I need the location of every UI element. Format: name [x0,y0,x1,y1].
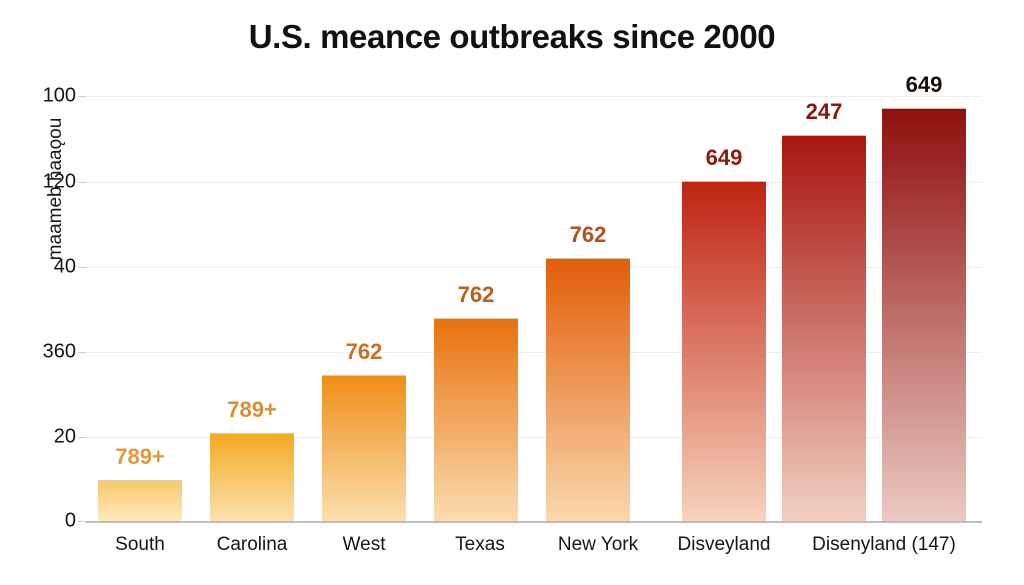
x-tick-label: Texas [455,534,505,555]
y-tick-label: 40 [53,255,76,278]
bar[interactable] [546,258,630,522]
y-tick-mark [78,182,86,183]
y-axis-tick-labels: 100 120 40 360 20 0 [0,0,86,585]
y-tick-mark [78,96,86,97]
y-tick-mark [78,267,86,268]
y-tick-label: 120 [42,170,76,193]
chart-title: U.S. meance outbreaks since 2000 [248,18,776,55]
gridline [86,96,982,97]
y-tick-label: 20 [53,425,76,448]
bar-value-label: 762 [457,282,495,307]
bar-value-label: 789+ [115,444,165,469]
bar[interactable] [322,375,406,522]
y-tick-label: 0 [64,509,76,532]
bar[interactable] [98,480,182,522]
x-tick-label: Disveyland [677,534,771,555]
bar-value-label: 762 [345,339,383,364]
gridline [86,267,982,268]
gridline [86,182,982,183]
gridline [86,352,982,353]
x-tick-label: South [115,534,165,555]
x-tick-label: Carolina [216,534,288,555]
bar[interactable] [782,135,866,522]
plot-area [86,80,982,522]
bar-value-label: 649 [705,145,743,170]
x-tick-label: West [342,534,386,555]
y-tick-mark [78,437,86,438]
x-axis-line [86,521,982,523]
y-tick-mark [78,521,86,522]
bar-value-label: 762 [569,222,607,247]
bar[interactable] [434,318,518,522]
bar[interactable] [210,433,294,522]
bar[interactable] [682,181,766,522]
y-tick-label: 360 [42,340,76,363]
bar-value-label: 649 [905,72,943,97]
bar-value-label: 247 [805,99,843,124]
y-tick-label: 100 [42,84,76,107]
x-tick-label: Disenyland (147) [812,534,956,555]
gridline [86,437,982,438]
x-tick-label: New York [557,534,639,555]
y-tick-mark [78,352,86,353]
bar[interactable] [882,108,966,522]
bar-value-label: 789+ [227,397,277,422]
